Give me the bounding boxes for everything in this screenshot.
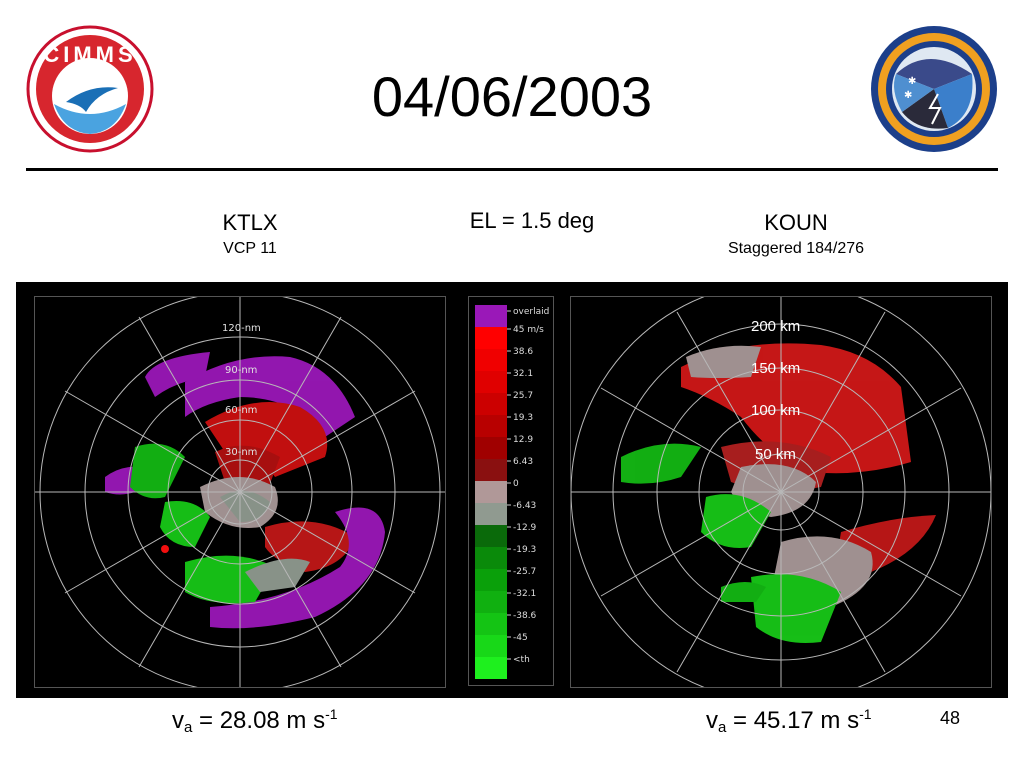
svg-text:✱: ✱ <box>904 90 912 101</box>
page-number: 48 <box>940 708 961 728</box>
colorbar-swatch <box>475 481 507 503</box>
colorbar-swatch <box>475 327 507 349</box>
ktlx-range-60: 60-nm <box>225 405 257 416</box>
cimms-logo: CIMMS <box>26 24 154 154</box>
ktlx-v-value: = 28.08 m s <box>199 707 326 734</box>
colorbar-swatch <box>475 459 507 481</box>
koun-range-50: 50 km <box>755 446 796 463</box>
koun-v-subscript: a <box>718 719 727 736</box>
ktlx-range-90: 90-nm <box>225 365 257 376</box>
left-radar-name: KTLX <box>222 210 278 235</box>
right-radar-mode: Staggered 184/276 <box>727 240 865 257</box>
colorbar-swatch <box>475 503 507 525</box>
page-title: 04/06/2003 <box>371 65 653 128</box>
colorbar-swatch <box>475 393 507 415</box>
colorbar-label: -12.9 <box>513 523 537 533</box>
colorbar-swatch <box>475 525 507 547</box>
colorbar-swatch <box>475 415 507 437</box>
colorbar-label: -6.43 <box>513 501 536 511</box>
colorbar-swatch <box>475 591 507 613</box>
koun-range-150: 150 km <box>751 360 800 377</box>
elevation-label: EL = 1.5 deg <box>469 208 595 233</box>
colorbar-label: -19.3 <box>513 545 536 555</box>
colorbar-label: 6.43 <box>513 457 533 467</box>
ktlx-v-symbol: v <box>172 707 184 734</box>
ktlx-velocity-display: 120-nm 90-nm 60-nm 30-nm <box>34 291 446 693</box>
colorbar-label: 0 <box>513 479 519 489</box>
koun-range-100: 100 km <box>751 402 800 419</box>
koun-v-symbol: v <box>706 707 718 734</box>
koun-range-200: 200 km <box>751 318 800 335</box>
colorbar-label: -32.1 <box>513 589 536 599</box>
ktlx-range-120: 120-nm <box>222 323 261 334</box>
colorbar-swatch <box>475 371 507 393</box>
colorbar-swatch <box>475 547 507 569</box>
colorbar-label: 32.1 <box>513 369 533 379</box>
ktlx-nyquist-velocity: va = 28.08 m s-1 <box>172 706 338 736</box>
colorbar-swatch <box>475 349 507 371</box>
colorbar-label: 25.7 <box>513 391 533 401</box>
colorbar-swatch <box>475 613 507 635</box>
colorbar-label: -45 <box>513 633 528 643</box>
colorbar-swatch <box>475 635 507 657</box>
colorbar-label: 12.9 <box>513 435 533 445</box>
colorbar-swatch <box>475 305 507 327</box>
colorbar-label: 19.3 <box>513 413 533 423</box>
velocity-colorbar: overlaid 45 m/s 38.6 32.1 25.7 19.3 12.9 6.43 0 -… <box>468 296 554 701</box>
koun-v-value: = 45.17 m s <box>733 707 860 734</box>
koun-velocity-display: 200 km 150 km 100 km 50 km <box>570 281 992 703</box>
colorbar-swatch <box>475 569 507 591</box>
ktlx-range-30: 30-nm <box>225 447 257 458</box>
colorbar-label: 38.6 <box>513 347 533 357</box>
colorbar-label: <th <box>513 655 530 665</box>
koun-nyquist-velocity: va = 45.17 m s-1 <box>706 706 872 736</box>
header-divider <box>26 168 998 171</box>
koun-v-exponent: -1 <box>859 706 872 722</box>
svg-text:CIMMS: CIMMS <box>43 42 136 67</box>
ktlx-v-exponent: -1 <box>325 706 338 722</box>
ktlx-v-subscript: a <box>184 719 193 736</box>
svg-text:✱: ✱ <box>908 76 916 87</box>
colorbar-swatch <box>475 437 507 459</box>
colorbar-swatch <box>475 679 507 701</box>
nssl-logo: ✱ ✱ <box>868 24 1000 154</box>
right-radar-name: KOUN <box>764 210 828 235</box>
colorbar-label: 45 m/s <box>513 325 544 335</box>
left-radar-mode: VCP 11 <box>223 240 277 257</box>
colorbar-label: -38.6 <box>513 611 537 621</box>
colorbar-swatch <box>475 657 507 679</box>
colorbar-label: overlaid <box>513 307 549 317</box>
colorbar-label: -25.7 <box>513 567 536 577</box>
